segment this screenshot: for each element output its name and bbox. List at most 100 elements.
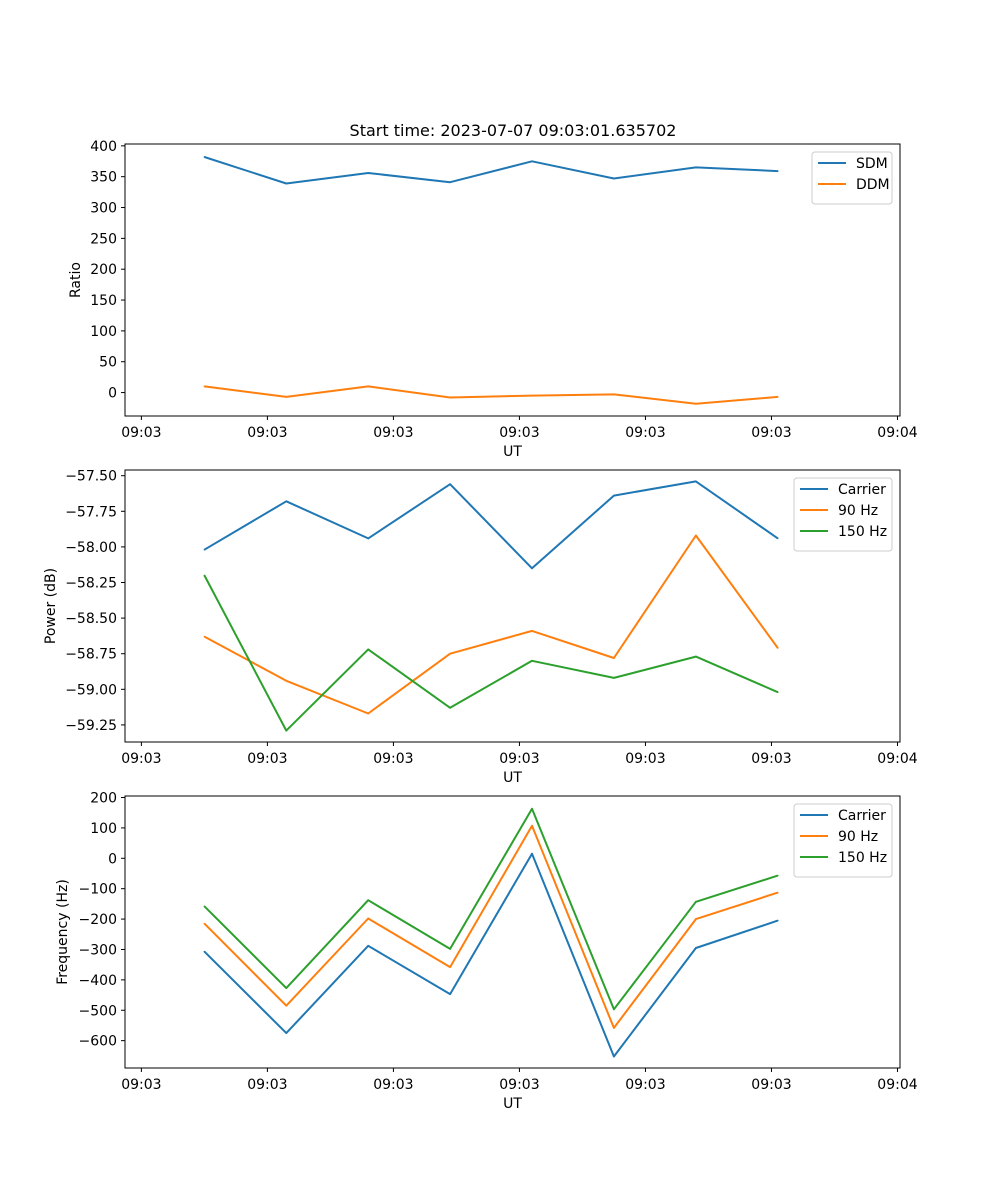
data-point bbox=[695, 534, 697, 537]
series-line-150-hz bbox=[203, 807, 779, 1011]
y-tick-label: 300 bbox=[90, 201, 117, 217]
data-point bbox=[367, 899, 370, 902]
data-point bbox=[449, 396, 451, 399]
data-point bbox=[613, 393, 615, 396]
data-point bbox=[695, 947, 697, 949]
series-line-ddm bbox=[204, 385, 778, 405]
series-line-carrier bbox=[203, 480, 779, 570]
subplots: 09:03 09:03 09:03 09:03 09:03 09:03 09:04 0 50 10… bbox=[43, 139, 918, 1112]
x-tick-label: 09:03 bbox=[625, 751, 665, 767]
x-tick-label: 09:03 bbox=[121, 751, 161, 767]
y-tick-label: −57.50 bbox=[65, 469, 117, 485]
data-point bbox=[285, 500, 288, 503]
subplot-1: 09:03 09:03 09:03 09:03 09:03 09:03 09:04 0 50 10… bbox=[68, 139, 918, 460]
data-point bbox=[613, 1055, 615, 1058]
data-point bbox=[776, 537, 779, 540]
data-point bbox=[695, 166, 697, 169]
legend-box bbox=[793, 477, 893, 552]
data-point bbox=[203, 635, 206, 638]
y-axis-label: Frequency (Hz) bbox=[55, 879, 71, 985]
y-tick-label: −59.00 bbox=[65, 682, 117, 698]
data-point bbox=[776, 647, 779, 649]
y-tick-label: −58.25 bbox=[65, 576, 117, 592]
data-point bbox=[449, 652, 451, 655]
y-tick-label: 100 bbox=[90, 324, 117, 340]
series-line-90-hz bbox=[203, 824, 779, 1029]
data-point bbox=[695, 402, 697, 405]
data-point bbox=[695, 480, 697, 483]
data-point bbox=[367, 917, 370, 920]
legend-label: Carrier bbox=[838, 482, 886, 498]
data-point bbox=[285, 182, 288, 185]
x-tick-label: 09:03 bbox=[121, 425, 161, 441]
legend: Carrier 90 Hz 150 Hz bbox=[793, 477, 893, 552]
y-tick-label: 200 bbox=[90, 791, 117, 807]
data-point bbox=[367, 172, 370, 174]
data-point bbox=[367, 945, 370, 947]
series-line-carrier bbox=[203, 852, 779, 1058]
x-tick-label: 09:04 bbox=[877, 1077, 917, 1093]
y-tick-label: −58.75 bbox=[65, 647, 117, 663]
x-tick-label: 09:03 bbox=[247, 1077, 287, 1093]
data-point bbox=[776, 691, 779, 693]
data-point bbox=[695, 900, 697, 903]
data-point bbox=[203, 922, 206, 925]
data-point bbox=[203, 905, 206, 908]
data-point bbox=[285, 729, 288, 732]
figure-title: Start time: 2023-07-07 09:03:01.635702 bbox=[350, 121, 677, 140]
y-axis-label: Ratio bbox=[68, 262, 84, 298]
x-tick-label: 09:03 bbox=[247, 425, 287, 441]
data-point bbox=[203, 574, 206, 577]
data-point bbox=[613, 657, 615, 659]
legend-box bbox=[811, 151, 893, 205]
y-tick-label: 50 bbox=[99, 355, 117, 371]
x-tick-label: 09:03 bbox=[751, 751, 791, 767]
data-point bbox=[613, 494, 615, 497]
legend-label: 90 Hz bbox=[838, 829, 878, 845]
series-line-90-hz bbox=[203, 534, 779, 715]
data-point bbox=[367, 385, 370, 388]
data-point bbox=[531, 824, 533, 827]
data-point bbox=[531, 660, 533, 662]
data-point bbox=[776, 396, 779, 398]
legend-label: Carrier bbox=[838, 808, 886, 824]
legend-label: DDM bbox=[856, 177, 890, 193]
data-point bbox=[449, 707, 451, 709]
y-tick-label: 100 bbox=[90, 821, 117, 837]
data-point bbox=[203, 156, 206, 158]
x-tick-label: 09:03 bbox=[373, 751, 413, 767]
data-point bbox=[449, 483, 451, 486]
y-tick-label: −400 bbox=[79, 973, 117, 989]
data-point bbox=[531, 160, 533, 163]
x-tick-label: 09:03 bbox=[625, 1077, 665, 1093]
legend-label: 150 Hz bbox=[838, 850, 887, 866]
legend: SDM DDM bbox=[811, 151, 893, 205]
y-tick-label: −57.75 bbox=[65, 504, 117, 520]
data-point bbox=[203, 950, 206, 953]
x-tick-label: 09:03 bbox=[247, 751, 287, 767]
y-tick-label: 150 bbox=[90, 293, 117, 309]
series-line-sdm bbox=[204, 156, 778, 185]
subplot-2: 09:03 09:03 09:03 09:03 09:03 09:03 09:04 −59.2… bbox=[43, 469, 918, 786]
y-tick-label: −100 bbox=[79, 882, 117, 898]
x-axis-label: UT bbox=[503, 770, 522, 786]
x-tick-label: 09:03 bbox=[121, 1077, 161, 1093]
data-point bbox=[285, 1032, 288, 1034]
x-tick-label: 09:03 bbox=[625, 425, 665, 441]
data-point bbox=[613, 177, 615, 180]
x-axis-label: UT bbox=[503, 1096, 522, 1112]
x-tick-label: 09:03 bbox=[499, 425, 539, 441]
y-tick-label: 0 bbox=[108, 851, 117, 867]
y-tick-label: 400 bbox=[90, 139, 117, 155]
data-point bbox=[203, 385, 206, 388]
data-point bbox=[449, 181, 451, 184]
data-point bbox=[285, 1004, 288, 1007]
y-tick-label: −58.50 bbox=[65, 611, 117, 627]
data-point bbox=[367, 712, 370, 715]
data-point bbox=[203, 548, 206, 551]
y-tick-label: −200 bbox=[79, 912, 117, 928]
series-line-150-hz bbox=[203, 574, 779, 732]
data-point bbox=[776, 919, 779, 922]
y-tick-label: 350 bbox=[90, 170, 117, 186]
